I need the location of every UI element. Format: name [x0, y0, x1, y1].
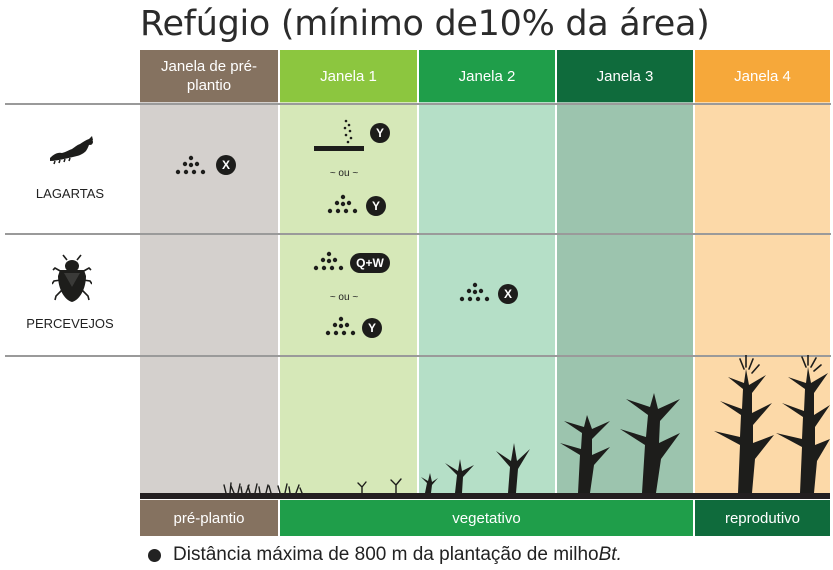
corn-growth-illustration	[140, 355, 830, 495]
column-header-janela-2: Janela 2	[419, 50, 555, 102]
stage-vegetativo: vegetativo	[280, 500, 693, 536]
spray-treatment-percevejos-janela1-a	[310, 251, 348, 273]
spray-treatment-lagartas-janela1	[324, 194, 362, 216]
footer-note: Distância máxima de 800 m da plantação d…	[148, 542, 622, 568]
or-separator: ~ ou ~	[329, 292, 359, 303]
bullet-icon	[148, 548, 161, 562]
or-separator: ~ ou ~	[329, 168, 359, 179]
product-badge-y: Y	[366, 196, 386, 216]
stage-preplantio: pré-plantio	[140, 500, 278, 536]
column-body-janela-1	[280, 102, 417, 495]
product-badge-y: Y	[362, 318, 382, 338]
soil-treatment-icon	[314, 118, 366, 154]
stage-reprodutivo: reprodutivo	[695, 500, 830, 536]
spray-treatment-percevejos-janela1-b	[322, 316, 360, 338]
row-divider-middle	[5, 233, 831, 235]
column-preplantio: Janela de pré-plantio	[140, 50, 278, 495]
column-header-preplantio: Janela de pré-plantio	[140, 50, 278, 102]
footer-italic: Bt.	[598, 544, 622, 565]
column-header-janela-4: Janela 4	[695, 50, 830, 102]
column-body-preplantio	[140, 102, 278, 495]
column-header-janela-1: Janela 1	[280, 50, 417, 102]
product-badge-y: Y	[370, 123, 390, 143]
column-janela-1: Janela 1	[280, 50, 417, 495]
product-badge-x: X	[498, 284, 518, 304]
product-badge-q-w: Q+W	[350, 253, 390, 273]
spray-treatment-percevejos-janela2	[456, 282, 494, 304]
diagram-title: Refúgio (mínimo de10% da área)	[140, 4, 710, 44]
spray-treatment-lagartas-preplantio	[172, 155, 210, 177]
caterpillar-icon	[46, 132, 96, 166]
stink-bug-icon	[52, 254, 92, 304]
ground-line	[140, 493, 830, 499]
row-divider-top	[5, 103, 831, 105]
product-badge-x: X	[216, 155, 236, 175]
column-header-janela-3: Janela 3	[557, 50, 693, 102]
pest-label-lagartas: LAGARTAS	[35, 186, 105, 201]
row-divider-bottom	[5, 355, 831, 357]
footer-text: Distância máxima de 800 m da plantação d…	[173, 544, 599, 565]
pest-label-percevejos: PERCEVEJOS	[26, 316, 114, 331]
